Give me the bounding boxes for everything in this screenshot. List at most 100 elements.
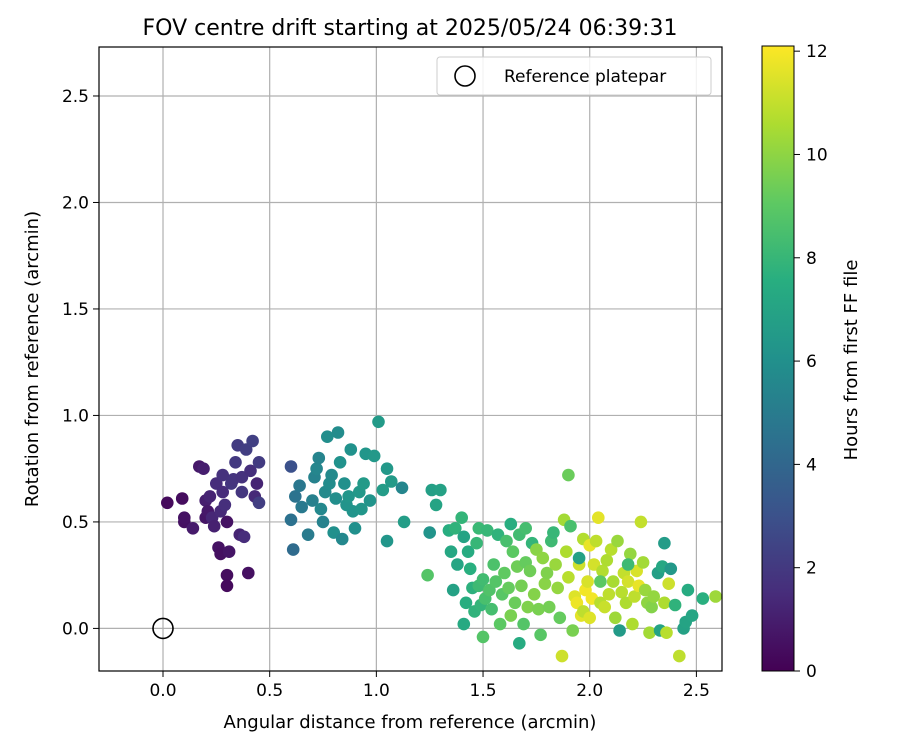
data-point — [355, 502, 368, 516]
data-point — [615, 585, 628, 599]
data-point — [449, 522, 462, 535]
data-point — [423, 526, 437, 539]
data-point — [572, 551, 586, 565]
data-point — [664, 562, 678, 576]
data-point — [589, 534, 603, 548]
data-point — [316, 515, 330, 529]
data-point — [312, 451, 326, 465]
legend-box — [436, 56, 712, 96]
data-point — [566, 624, 579, 637]
data-point — [532, 602, 545, 616]
data-point — [489, 575, 503, 588]
data-point — [421, 568, 434, 582]
colorbar — [761, 45, 795, 672]
data-point — [244, 464, 257, 478]
data-point — [570, 596, 584, 610]
data-point — [613, 624, 626, 637]
data-point — [344, 443, 358, 456]
data-points — [161, 415, 722, 663]
data-point — [444, 545, 458, 558]
data-point — [476, 573, 490, 586]
y-tick-label: 1.5 — [62, 300, 89, 320]
x-tick-label: 1.5 — [470, 681, 497, 701]
data-point — [186, 522, 200, 535]
data-point — [551, 581, 564, 595]
data-point — [602, 588, 616, 601]
data-point — [321, 430, 334, 444]
y-tick-label: 2.5 — [62, 87, 89, 107]
data-point — [175, 492, 189, 505]
data-point — [504, 517, 518, 531]
data-point — [673, 649, 686, 663]
grid — [99, 47, 722, 671]
data-point — [461, 545, 475, 558]
data-point — [357, 477, 370, 490]
data-point — [289, 490, 302, 503]
data-point — [218, 498, 232, 512]
data-point — [540, 566, 554, 580]
data-point — [662, 577, 675, 590]
data-point — [457, 530, 471, 544]
data-point — [481, 524, 494, 537]
y-tick-label: 0.0 — [62, 619, 89, 639]
data-point — [527, 588, 541, 601]
data-point — [542, 600, 556, 614]
data-point — [220, 568, 234, 582]
data-point — [508, 596, 522, 610]
data-point — [493, 617, 507, 631]
data-point — [626, 617, 639, 631]
y-tick-label: 1.0 — [62, 406, 89, 426]
data-point — [459, 596, 473, 610]
data-point — [242, 566, 255, 580]
data-point — [380, 534, 394, 548]
legend: Reference platepar — [436, 56, 712, 96]
data-point — [331, 426, 345, 439]
data-point — [446, 583, 460, 597]
data-point — [553, 611, 567, 625]
data-point — [606, 575, 620, 588]
data-point — [335, 532, 349, 546]
data-point — [668, 598, 682, 612]
data-point — [329, 492, 343, 505]
data-point — [220, 579, 234, 593]
data-point — [367, 449, 381, 463]
data-point — [237, 530, 251, 544]
data-point — [310, 462, 323, 476]
data-point — [594, 575, 607, 588]
data-point — [560, 545, 573, 558]
plot-frame — [98, 46, 723, 672]
data-point — [333, 456, 347, 469]
data-point — [549, 558, 562, 571]
data-point — [645, 600, 658, 614]
data-point — [487, 558, 501, 571]
data-point — [628, 590, 641, 603]
x-tick-label: 1.0 — [363, 681, 390, 701]
data-point — [161, 496, 174, 510]
data-point — [596, 564, 609, 578]
data-point — [519, 522, 532, 535]
reference-marker — [152, 617, 174, 640]
x-axis-ticks: 0.0 0.5 1.0 1.5 2.0 2.5 — [149, 671, 710, 701]
data-point — [342, 490, 355, 503]
data-point — [229, 456, 242, 469]
chart-title: FOV centre drift starting at 2025/05/24 … — [143, 16, 678, 41]
colorbar-ticks: 0 2 4 6 8 10 12 — [794, 42, 828, 682]
data-point — [621, 575, 635, 588]
data-point — [709, 590, 722, 603]
data-point — [564, 519, 577, 533]
data-point — [216, 468, 229, 482]
data-point — [515, 579, 528, 593]
colorbar-label: Hours from first FF file — [841, 260, 862, 461]
colorbar-tick-label: 12 — [806, 42, 828, 62]
y-axis-ticks: 0.0 0.5 1.0 1.5 2.0 2.5 — [62, 87, 99, 639]
data-point — [621, 558, 635, 571]
data-point — [429, 498, 443, 512]
data-point — [207, 519, 221, 533]
data-point — [647, 590, 660, 603]
data-point — [252, 496, 266, 510]
data-point — [513, 637, 526, 650]
data-point — [624, 547, 637, 561]
data-point — [685, 609, 699, 622]
data-point — [363, 494, 377, 507]
